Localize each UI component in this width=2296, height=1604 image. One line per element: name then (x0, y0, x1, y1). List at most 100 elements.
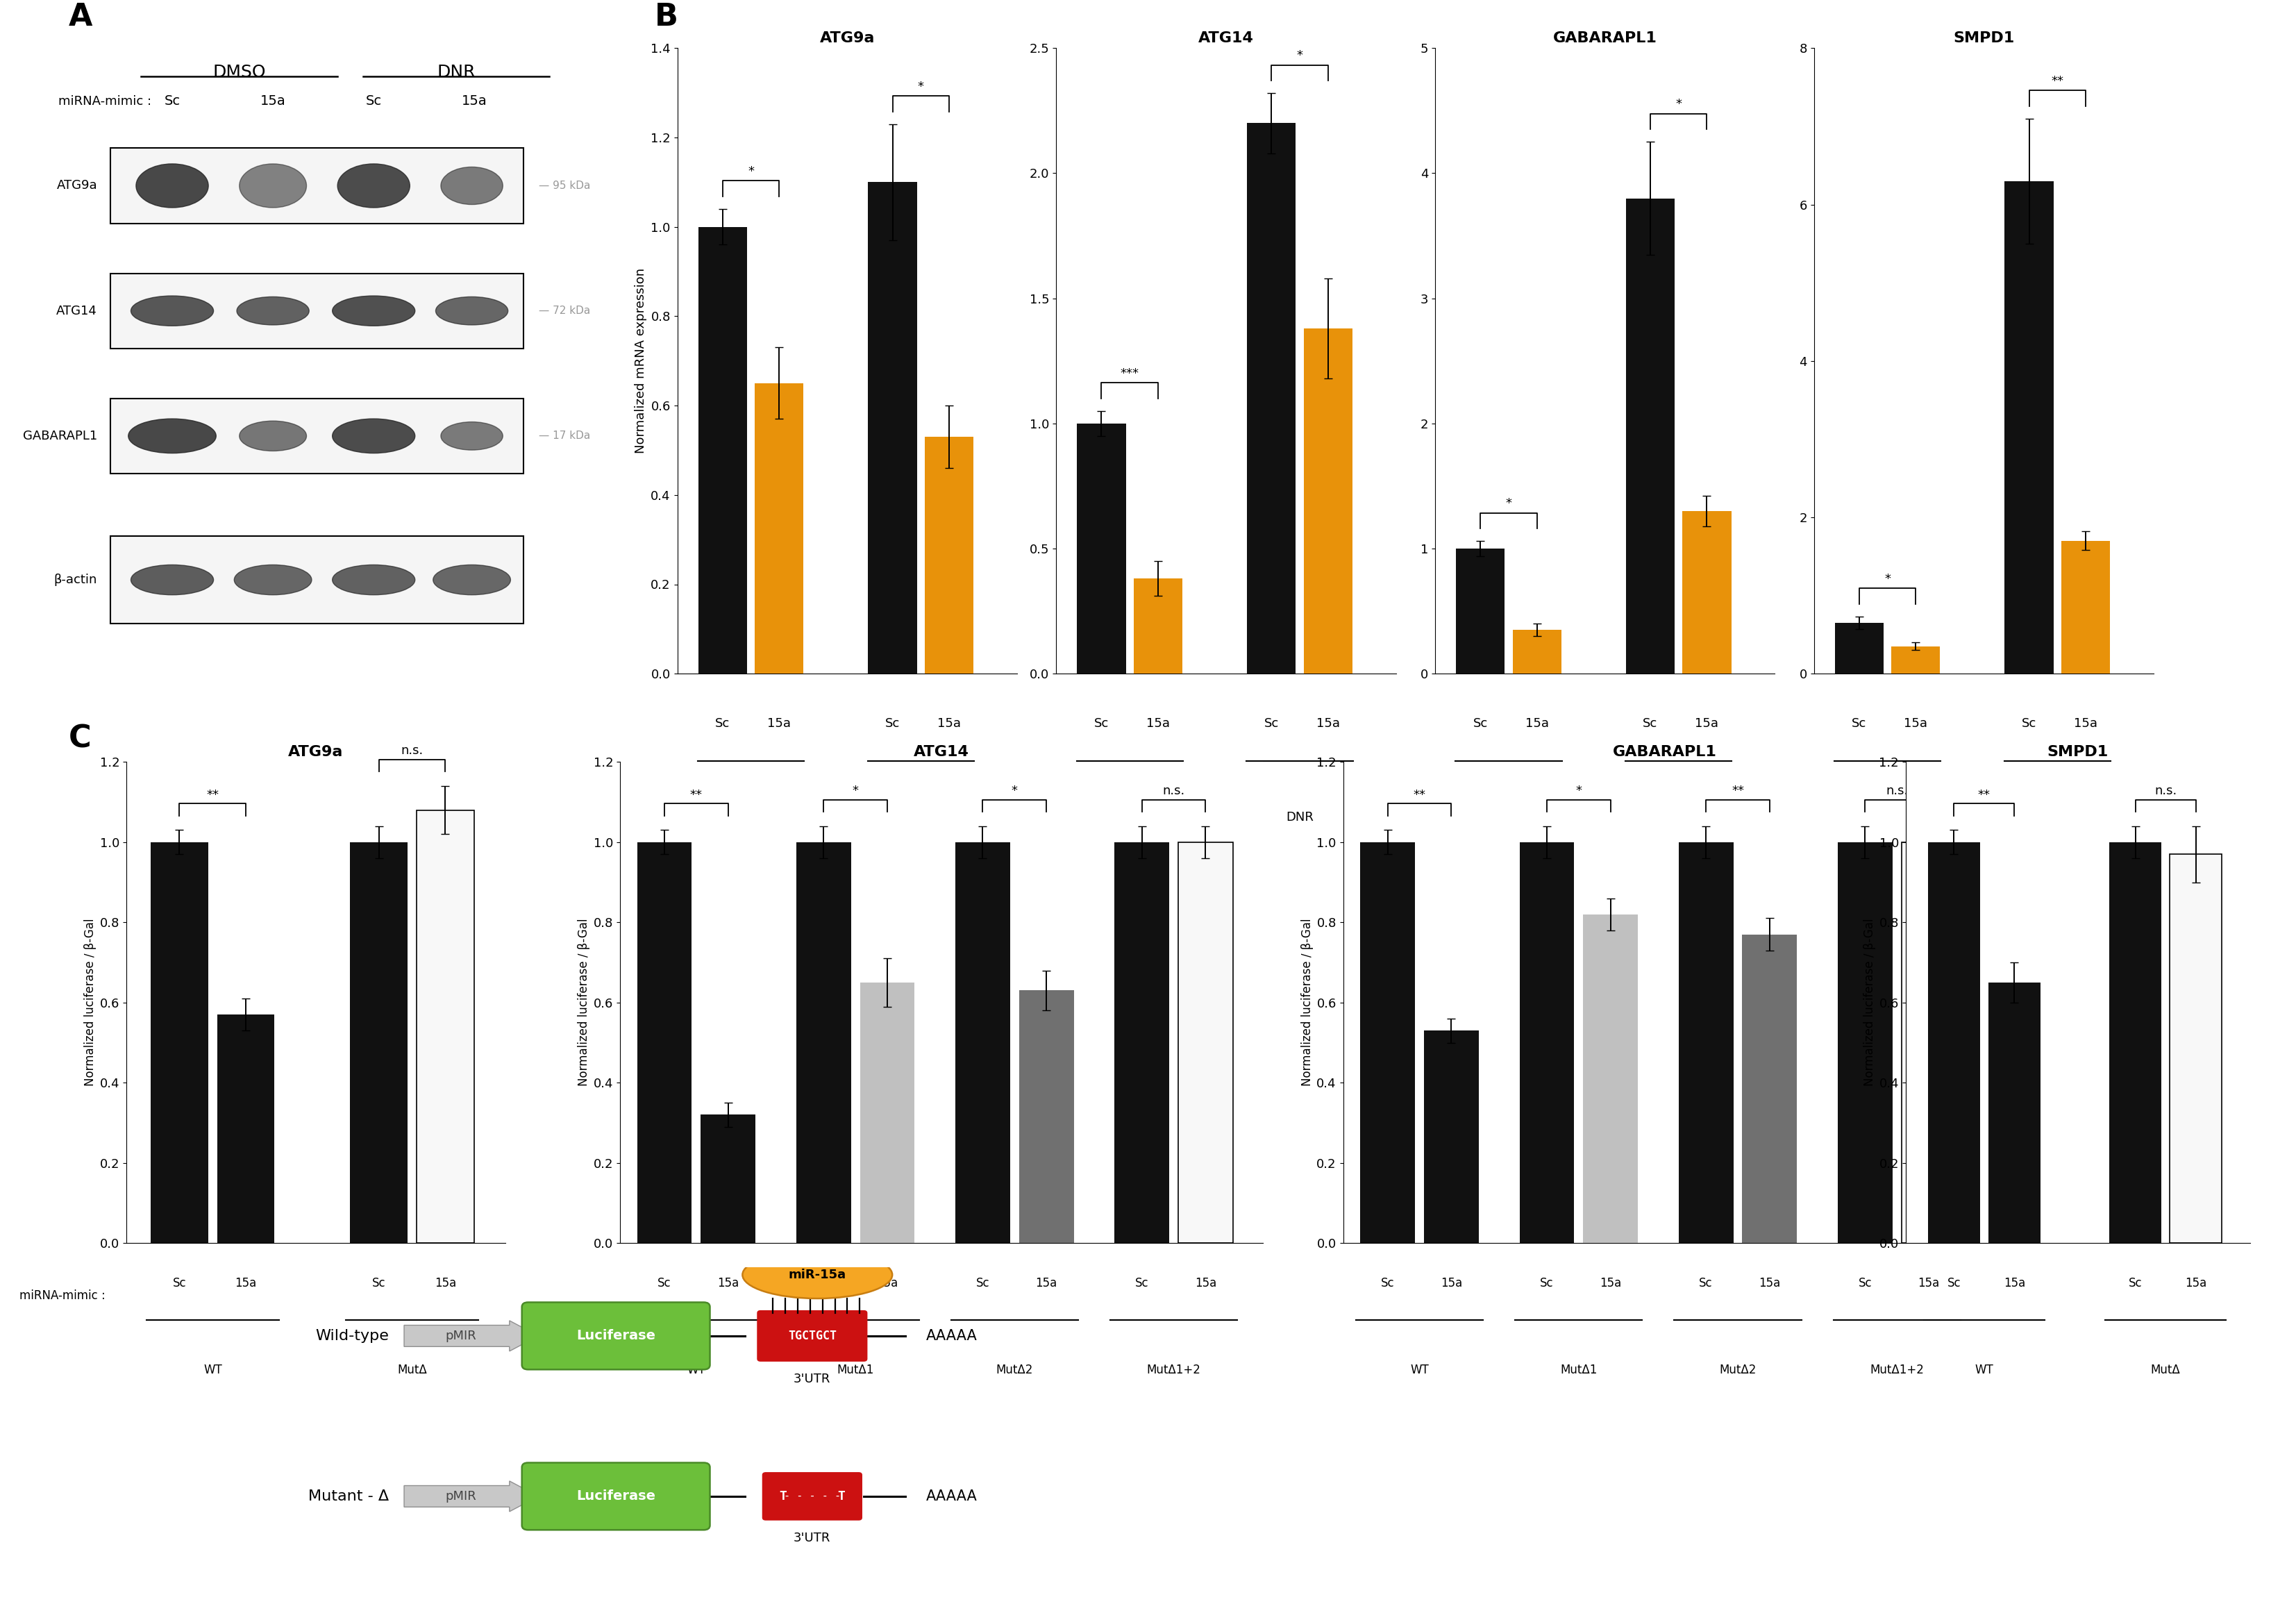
Text: MutΔ1+2: MutΔ1+2 (1146, 1363, 1201, 1376)
Text: **: ** (1977, 789, 1991, 800)
Text: 15a: 15a (1440, 1277, 1463, 1290)
Bar (925, 436, 974, 674)
Bar (1019, 990, 1075, 1243)
Title: SMPD1: SMPD1 (2048, 744, 2108, 759)
Text: DNR: DNR (436, 64, 475, 80)
Ellipse shape (333, 565, 416, 595)
Text: *: * (1297, 50, 1302, 63)
Ellipse shape (234, 565, 312, 595)
Bar (1077, 423, 1125, 674)
Bar (416, 810, 473, 1243)
Text: WT: WT (204, 1363, 223, 1376)
Text: MutΔ: MutΔ (397, 1363, 427, 1376)
Text: miR-15a: miR-15a (788, 1269, 847, 1282)
Ellipse shape (129, 419, 216, 454)
Bar (110, 536, 523, 624)
Text: Sc: Sc (657, 1277, 670, 1290)
Text: n.s.: n.s. (1162, 784, 1185, 797)
Text: *: * (1506, 497, 1511, 510)
Text: *: * (748, 165, 753, 178)
FancyArrow shape (404, 1480, 540, 1511)
Bar (636, 842, 691, 1243)
Text: Sc: Sc (2128, 1277, 2142, 1290)
FancyBboxPatch shape (521, 1463, 709, 1530)
Text: C: C (69, 723, 92, 754)
Text: n.s.: n.s. (2154, 784, 2177, 797)
Text: **: ** (2050, 75, 2064, 87)
Ellipse shape (131, 565, 214, 595)
Text: Sc: Sc (1095, 717, 1109, 730)
Text: 15a: 15a (1694, 717, 1720, 730)
Text: Sc: Sc (1134, 1277, 1148, 1290)
Text: *: * (918, 80, 923, 93)
Text: miRNA-mimic :: miRNA-mimic : (60, 95, 152, 107)
Text: ATG9a: ATG9a (57, 180, 96, 192)
Text: Sc: Sc (976, 1277, 990, 1290)
Text: MutΔ1: MutΔ1 (838, 1363, 875, 1376)
Text: — 17 kDa: — 17 kDa (540, 431, 590, 441)
Text: WT: WT (687, 1363, 705, 1376)
Legend: Scramble, miR-15a mimic: Scramble, miR-15a mimic (677, 56, 829, 106)
Bar (1134, 579, 1182, 674)
Text: GABARAPL1: GABARAPL1 (23, 430, 96, 443)
Text: *: * (1575, 784, 1582, 797)
Bar (1456, 549, 1504, 674)
Text: 15a: 15a (937, 717, 962, 730)
Bar (152, 842, 209, 1243)
Text: pMIR: pMIR (445, 1490, 478, 1503)
Y-axis label: Normalized mRNA expression: Normalized mRNA expression (634, 268, 647, 454)
Bar (1678, 842, 1733, 1243)
Text: 15a: 15a (259, 95, 285, 107)
Title: ATG14: ATG14 (914, 744, 969, 759)
Bar (1835, 622, 1883, 674)
Text: **: ** (1414, 789, 1426, 800)
Text: 15a: 15a (434, 1277, 457, 1290)
Bar (1892, 646, 1940, 674)
Bar (218, 1015, 276, 1243)
Text: DMSO: DMSO (1111, 812, 1148, 824)
Text: AAAAA: AAAAA (925, 1330, 978, 1343)
Text: DNR: DNR (907, 812, 934, 824)
Bar (1359, 842, 1414, 1243)
FancyBboxPatch shape (758, 1310, 868, 1362)
Text: DMSO: DMSO (1869, 812, 1906, 824)
Text: — 72 kDa: — 72 kDa (540, 306, 590, 316)
Text: WT: WT (1410, 1363, 1428, 1376)
Bar (1114, 842, 1169, 1243)
Bar (1513, 630, 1561, 674)
Bar (2170, 853, 2223, 1243)
Text: MutΔ2: MutΔ2 (996, 1363, 1033, 1376)
Text: Sc: Sc (1853, 717, 1867, 730)
Bar (1247, 124, 1295, 674)
Text: n.s.: n.s. (402, 744, 422, 757)
Text: Sc: Sc (1541, 1277, 1554, 1290)
Ellipse shape (338, 164, 409, 207)
Text: Sc: Sc (165, 95, 179, 107)
Bar (1988, 982, 2041, 1243)
Text: *: * (852, 784, 859, 797)
Text: Mutant - Δ: Mutant - Δ (308, 1490, 388, 1503)
Bar (1743, 934, 1798, 1243)
Text: 15a: 15a (1903, 717, 1929, 730)
Bar (1901, 842, 1956, 1243)
Bar (1178, 842, 1233, 1243)
Title: ATG9a: ATG9a (820, 30, 875, 45)
Text: 15a: 15a (1525, 717, 1550, 730)
Text: Sc: Sc (172, 1277, 186, 1290)
Ellipse shape (742, 1251, 893, 1299)
Y-axis label: Normalized luciferase / β-Gal: Normalized luciferase / β-Gal (579, 919, 590, 1086)
Bar (1837, 842, 1892, 1243)
Bar (755, 383, 804, 674)
Text: — 95 kDa: — 95 kDa (540, 181, 590, 191)
Y-axis label: Normalized luciferase / β-Gal: Normalized luciferase / β-Gal (85, 919, 96, 1086)
Text: Sc: Sc (1699, 1277, 1713, 1290)
Text: **: ** (1731, 784, 1745, 797)
Text: 15a: 15a (1194, 1277, 1217, 1290)
Text: 15a: 15a (1035, 1277, 1056, 1290)
Text: Sc: Sc (1474, 717, 1488, 730)
Text: Sc: Sc (886, 717, 900, 730)
Bar (351, 842, 406, 1243)
Text: **: ** (691, 789, 703, 800)
Text: Sc: Sc (1947, 1277, 1961, 1290)
Bar (1424, 1030, 1479, 1243)
